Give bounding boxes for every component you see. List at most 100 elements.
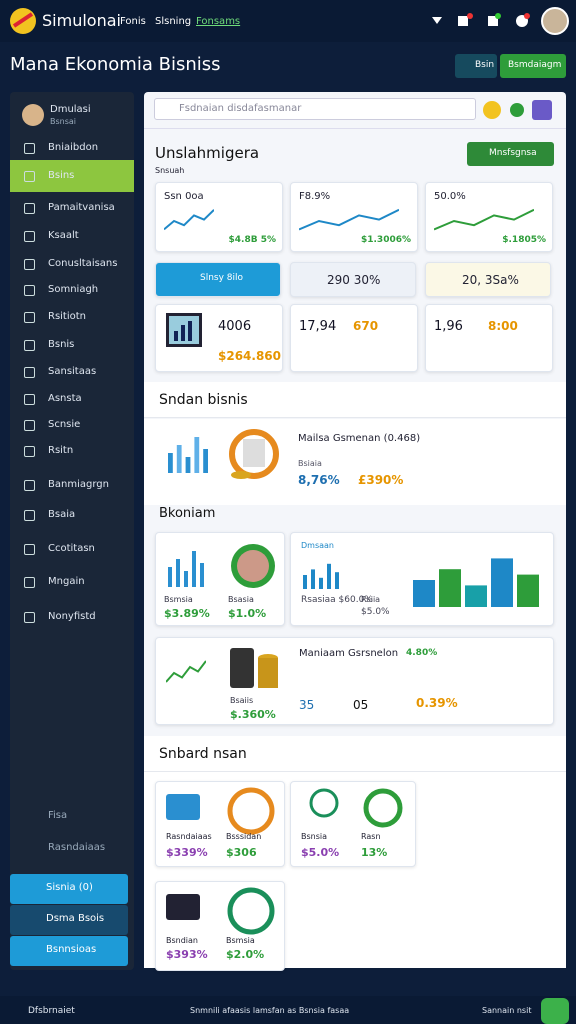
nav-item[interactable]: Bsins xyxy=(48,170,75,181)
nav-item[interactable]: Sansitaas xyxy=(48,366,97,377)
nav-icon xyxy=(24,446,35,457)
nav-icon xyxy=(24,340,35,351)
top-bar xyxy=(0,0,576,42)
stat-card: 1,96 8:00 xyxy=(425,304,553,372)
nav-item[interactable]: Mngain xyxy=(48,576,85,587)
metric-label: Bsasia xyxy=(228,595,254,604)
search[interactable]: Fsdnaian disdafasmanar xyxy=(154,98,476,120)
nav-icon xyxy=(24,143,35,154)
nav-item[interactable]: Somniagh xyxy=(48,284,99,295)
nav-item[interactable]: Fisa xyxy=(48,810,68,821)
account[interactable]: Bsnnsioas xyxy=(46,944,97,955)
account[interactable]: Dsma Bsois xyxy=(46,913,105,924)
nav-item[interactable]: Conusltaisans xyxy=(48,258,118,269)
strip-text: 20, 3Sa% xyxy=(462,273,519,287)
metric-label: Bsmsia xyxy=(164,595,193,604)
account-bg xyxy=(10,905,128,935)
nav-icon xyxy=(24,171,35,182)
subsection-title: Bkoniam xyxy=(159,506,216,521)
metric-label: Rsiia xyxy=(361,595,381,604)
illustration xyxy=(165,658,207,692)
nav-icon xyxy=(24,367,35,378)
feature-title: Mailsa Gsmenan (0.468) xyxy=(298,433,421,444)
illustration xyxy=(433,207,535,239)
nav-item[interactable]: Rsitiotn xyxy=(48,311,87,322)
item-value: $306 xyxy=(226,846,257,859)
illustration xyxy=(363,788,403,832)
illustration xyxy=(166,313,206,361)
nav-icon xyxy=(24,544,35,555)
wide-title: Maniaam Gsrsnelon xyxy=(299,648,399,659)
stat-a: 4006 xyxy=(218,319,252,334)
nav-link[interactable]: Slsning xyxy=(155,16,192,27)
avatar[interactable] xyxy=(541,7,569,35)
nav-item[interactable]: Rasndaiaas xyxy=(48,842,106,853)
illustration xyxy=(226,886,276,940)
account[interactable]: Sisnia (0) xyxy=(46,882,93,893)
illustration xyxy=(166,790,206,830)
chat-button[interactable] xyxy=(541,998,569,1024)
nav-icon xyxy=(24,285,35,296)
metric-card: Bsmsia $3.89% Bsasia $1.0% xyxy=(155,532,285,626)
nav-item[interactable]: Ksaalt xyxy=(48,230,79,241)
section-bg xyxy=(144,736,566,772)
metric-card: Dmsaan Rsasiaa $60.0% Rsiia $5.0% xyxy=(290,532,554,626)
nav-item[interactable]: Asnsta xyxy=(48,393,82,404)
nav-link[interactable]: Fonsams xyxy=(196,16,241,27)
footer-text: Snmnili afaasis lamsfan as Bsnsia fasaa xyxy=(190,1006,350,1015)
page-title: Mana Ekonomia Bisniss xyxy=(10,54,221,75)
illustration xyxy=(301,561,341,593)
button[interactable]: Mnsfsgnsa xyxy=(467,142,554,166)
profile-role: Bsnsai xyxy=(50,117,77,126)
item-label: Bsmsia xyxy=(226,936,255,945)
nav-link[interactable]: Fonis xyxy=(120,16,146,27)
button[interactable]: Bsmdaiagm xyxy=(500,54,566,78)
illustration xyxy=(298,207,400,239)
nav-icon xyxy=(24,510,35,521)
strip-text: 290 30% xyxy=(327,273,381,287)
stat-b: 670 xyxy=(353,319,379,333)
nav-item[interactable]: Bniaibdon xyxy=(48,142,99,153)
section-bg xyxy=(144,382,566,418)
wide-stat: 05 xyxy=(353,698,369,712)
wide-stat: 35 xyxy=(299,698,315,712)
nav-icon xyxy=(24,577,35,588)
toolbar-icons[interactable] xyxy=(482,100,562,120)
sidebar: Dmulasi Bsnsai Bniaibdon Bsins Pamaitvanisa K… xyxy=(10,92,134,970)
nav-icon xyxy=(24,259,35,270)
stat-a: 1,96 xyxy=(434,319,463,334)
chart-card: F8.9% $1.3006% xyxy=(290,182,418,252)
illustration xyxy=(163,207,215,239)
section-title: Sndan bisnis xyxy=(159,392,248,408)
nav-item[interactable]: Bsnis xyxy=(48,339,75,350)
icons[interactable] xyxy=(430,12,530,30)
illustration xyxy=(229,429,279,487)
metric-value: Rsasiaa $60.0% xyxy=(301,595,373,605)
strip-text: Slnsy 8ilo xyxy=(200,273,244,283)
nav-item[interactable]: Nonyfistd xyxy=(48,611,96,622)
strip-card[interactable]: Slnsy 8ilo xyxy=(155,262,281,297)
nav-item[interactable]: Rsitn xyxy=(48,445,74,456)
wide-card: Maniaam Gsrsnelon 4.80% Bsaiis $.360% 35 05 0.… xyxy=(155,637,554,725)
profile-avatar xyxy=(22,104,44,126)
logo: Simulonai xyxy=(42,11,121,30)
nav-icon xyxy=(24,480,35,491)
item-value: $5.0% xyxy=(301,846,340,859)
nav-item[interactable]: Scnsie xyxy=(48,419,81,430)
card-value: $.1805% xyxy=(502,235,546,245)
footer-text: Sannain nsit xyxy=(482,1006,532,1015)
nav-item[interactable]: Banmiagrgn xyxy=(48,479,109,490)
card-value: $4.8B 5% xyxy=(228,235,276,245)
nav-item[interactable]: Ccotitasn xyxy=(48,543,95,554)
button[interactable]: Bsin xyxy=(455,54,497,78)
card-label: Ssn 0oa xyxy=(164,191,204,202)
wide-stat: 0.39% xyxy=(416,696,458,710)
item-card: Rasndaiaas $339% Bsssidan $306 xyxy=(155,781,285,867)
stat-b: $264.860 xyxy=(218,349,282,363)
wide-badge: 4.80% xyxy=(406,648,438,658)
illustration xyxy=(166,890,206,930)
nav-item[interactable]: Pamaitvanisa xyxy=(48,202,115,213)
item-card: Bsnsia $5.0% Rasn 13% xyxy=(290,781,416,867)
stat-b: 8:00 xyxy=(488,319,518,333)
nav-item[interactable]: Bsaia xyxy=(48,509,76,520)
